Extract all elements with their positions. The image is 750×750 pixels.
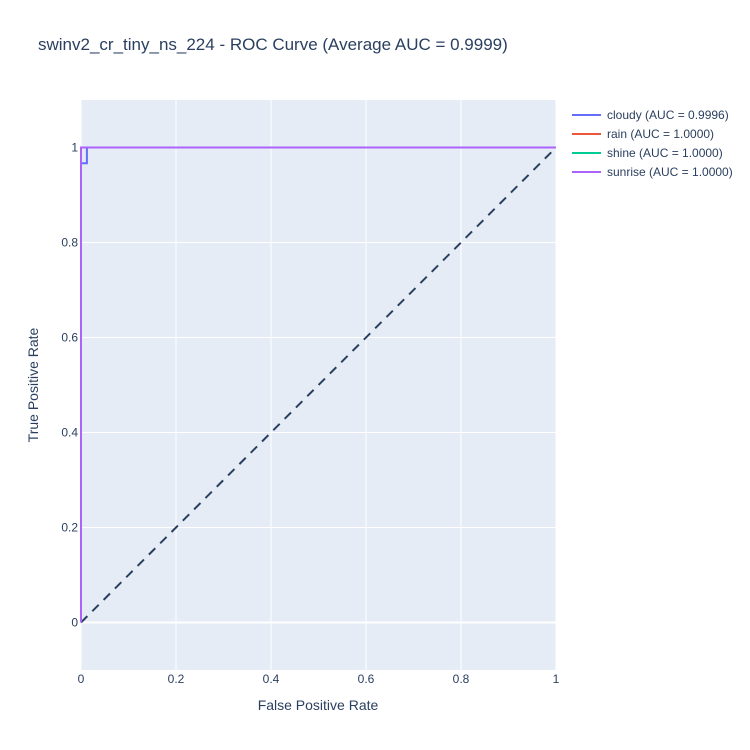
x-tick-label: 1 <box>553 672 560 686</box>
legend-item[interactable]: sunrise (AUC = 1.0000) <box>572 165 733 179</box>
y-tick-label: 0.6 <box>61 331 78 345</box>
legend[interactable]: cloudy (AUC = 0.9996) rain (AUC = 1.0000)… <box>572 108 733 179</box>
y-tick-label: 0.8 <box>61 236 78 250</box>
x-axis-title: False Positive Rate <box>258 697 379 713</box>
x-tick-label: 0 <box>78 672 85 686</box>
x-tick-label: 0.2 <box>168 672 185 686</box>
legend-label: sunrise (AUC = 1.0000) <box>607 165 733 179</box>
series-layer <box>80 146 556 623</box>
x-tick-label: 0.4 <box>263 672 280 686</box>
roc-series-3 <box>80 146 556 623</box>
x-tick-label: 0.6 <box>358 672 375 686</box>
legend-item[interactable]: shine (AUC = 1.0000) <box>572 146 723 160</box>
chart-title: swinv2_cr_tiny_ns_224 - ROC Curve (Avera… <box>38 35 508 54</box>
legend-item[interactable]: cloudy (AUC = 0.9996) <box>572 108 729 122</box>
legend-label: shine (AUC = 1.0000) <box>607 146 723 160</box>
legend-item[interactable]: rain (AUC = 1.0000) <box>572 127 714 141</box>
legend-label: rain (AUC = 1.0000) <box>607 127 714 141</box>
y-tick-label: 0 <box>71 616 78 630</box>
tick-labels: 0 0.2 0.4 0.6 0.8 1 0 0.2 0.4 0.6 0.8 1 <box>61 141 559 687</box>
y-tick-label: 1 <box>71 141 78 155</box>
x-tick-label: 0.8 <box>453 672 470 686</box>
legend-label: cloudy (AUC = 0.9996) <box>607 108 729 122</box>
y-tick-label: 0.2 <box>61 521 78 535</box>
plot-area <box>81 100 556 670</box>
y-tick-label: 0.4 <box>61 426 78 440</box>
y-axis-title: True Positive Rate <box>25 327 41 442</box>
